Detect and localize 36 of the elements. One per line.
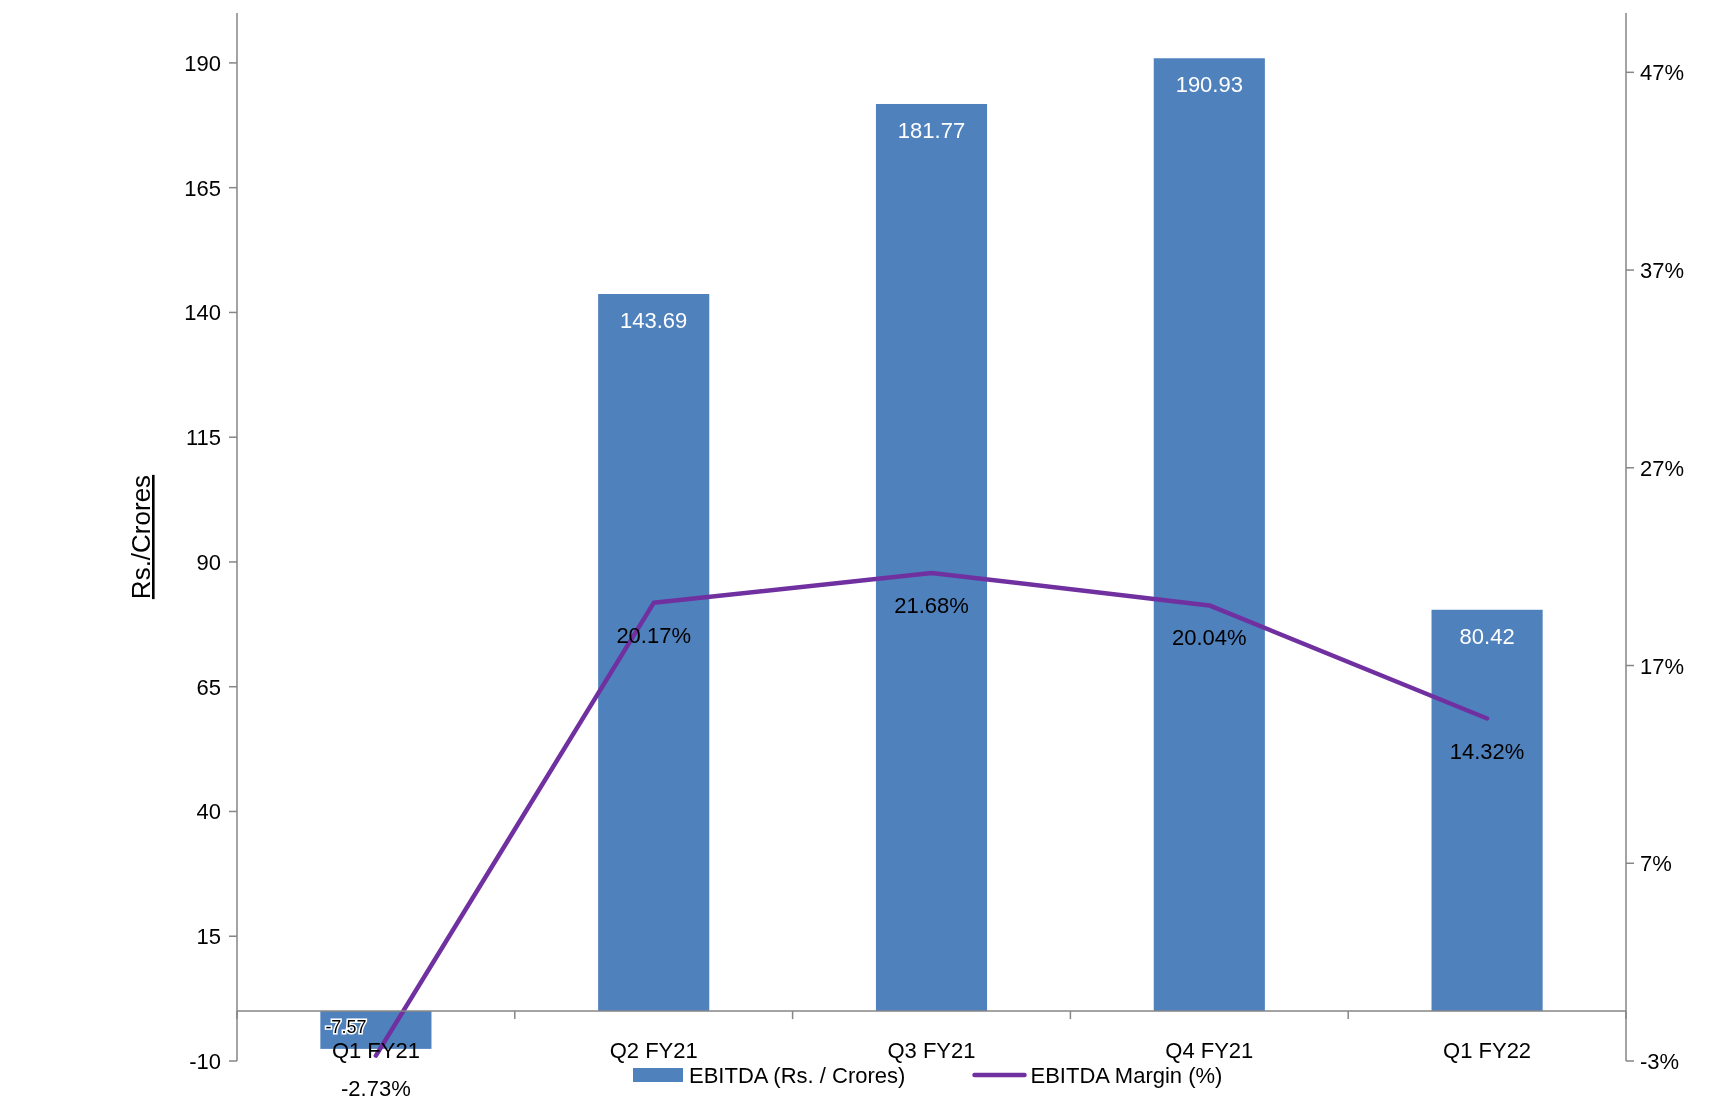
y-tick-label: 15	[196, 924, 221, 950]
x-tick-label: Q4 FY21	[1165, 1038, 1254, 1064]
data-label: 21.68%	[894, 592, 969, 618]
data-label: 143.69	[620, 308, 688, 334]
data-label: 14.32%	[1449, 738, 1525, 764]
y-tick-label: 115	[185, 425, 221, 451]
y-tick-label: 90	[196, 549, 221, 575]
y-tick-label: 65	[196, 674, 221, 700]
y-tick-label: 40	[196, 799, 221, 825]
data-label: 20.17%	[616, 622, 692, 648]
legend-label: EBITDA Margin (%)	[1030, 1063, 1223, 1088]
y-tick-label: 140	[184, 300, 221, 326]
bar	[1431, 609, 1543, 1012]
legend-label: EBITDA (Rs. / Crores)	[689, 1063, 906, 1088]
y2-tick-label: -3%	[1640, 1049, 1680, 1074]
y-tick-label: 190	[184, 50, 221, 76]
y2-tick-label: 17%	[1640, 653, 1685, 679]
y2-tick-label: 37%	[1640, 258, 1685, 284]
y-tick-label: 165	[184, 175, 221, 201]
x-tick-label: Q2 FY21	[609, 1038, 698, 1064]
y2-tick-label: 7%	[1640, 851, 1672, 877]
bar	[875, 103, 988, 1012]
y2-tick-label: 27%	[1640, 455, 1685, 481]
data-label: 20.04%	[1171, 625, 1247, 651]
data-label: 181.77	[897, 117, 966, 143]
x-tick-label: Q3 FY21	[887, 1038, 976, 1064]
data-label: 190.93	[1175, 72, 1243, 98]
bar	[1153, 58, 1265, 1012]
data-label: -2.73%	[341, 1075, 411, 1101]
data-label: -7.57	[325, 1017, 367, 1038]
data-label: 80.42	[1459, 623, 1515, 649]
y2-tick-label: 47%	[1640, 60, 1685, 86]
bar	[598, 294, 710, 1012]
x-tick-label: Q1 FY22	[1443, 1038, 1532, 1064]
y-tick-label: -10	[189, 1049, 221, 1074]
y-axis-title: Rs./Crores	[126, 474, 156, 600]
